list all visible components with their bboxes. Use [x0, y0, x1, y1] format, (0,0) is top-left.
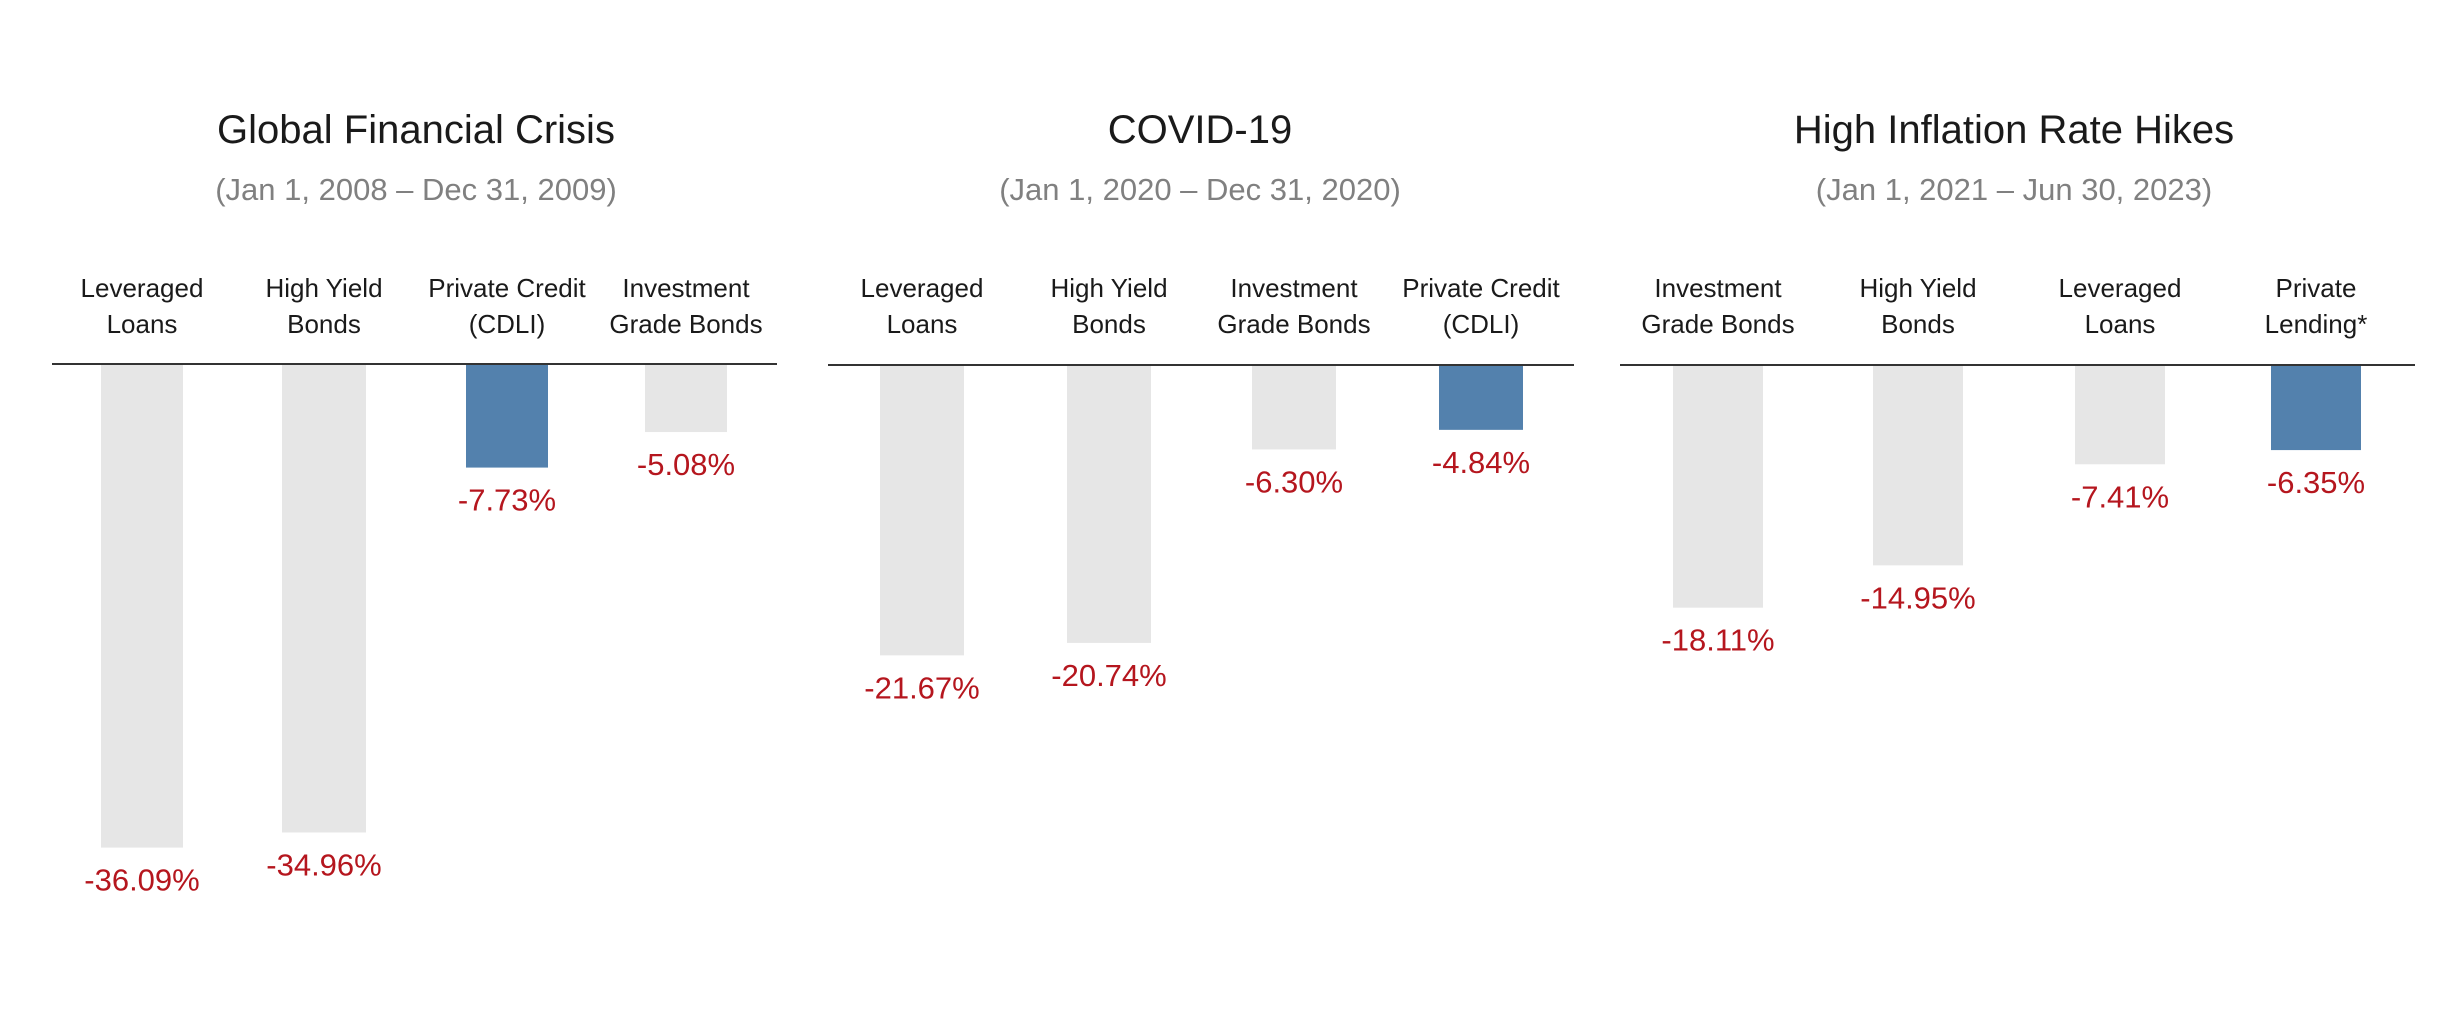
category-label: Investment Grade Bonds — [1217, 273, 1370, 339]
value-label: -7.41% — [2071, 479, 2169, 514]
bar-highlight — [466, 364, 548, 468]
bar — [2075, 365, 2165, 465]
category-label: Investment Grade Bonds — [609, 273, 762, 339]
category-label: High Yield Bonds — [1050, 273, 1167, 339]
bar — [1873, 365, 1963, 566]
bar — [1067, 365, 1151, 643]
chart-panel-1: Global Financial Crisis (Jan 1, 2008 – De… — [52, 108, 777, 898]
category-label: High Yield Bonds — [1859, 273, 1976, 339]
chart-title: High Inflation Rate Hikes — [1794, 108, 2234, 152]
bar — [282, 364, 366, 833]
category-label: Leveraged Loans — [2059, 273, 2182, 339]
bar — [645, 364, 727, 433]
chart-subtitle: (Jan 1, 2008 – Dec 31, 2009) — [215, 172, 617, 207]
value-label: -6.35% — [2267, 465, 2365, 500]
chart-subtitle: (Jan 1, 2021 – Jun 30, 2023) — [1816, 172, 2212, 207]
category-label: Private Credit (CDLI) — [1402, 273, 1560, 339]
chart-title: COVID-19 — [1108, 108, 1293, 152]
category-label: High Yield Bonds — [265, 273, 382, 339]
bar — [1252, 365, 1336, 450]
chart-title: Global Financial Crisis — [217, 108, 615, 152]
value-label: -36.09% — [84, 863, 199, 898]
bar — [880, 365, 964, 656]
category-label: Leveraged Loans — [81, 273, 204, 339]
value-label: -21.67% — [864, 670, 979, 705]
bar — [101, 364, 183, 848]
chart-panel-3: High Inflation Rate Hikes (Jan 1, 2021 – … — [1620, 108, 2415, 658]
chart-subtitle: (Jan 1, 2020 – Dec 31, 2020) — [999, 172, 1401, 207]
bar — [1673, 365, 1763, 608]
value-label: -14.95% — [1860, 580, 1975, 615]
value-label: -7.73% — [458, 483, 556, 518]
bar-highlight — [1439, 365, 1523, 430]
value-label: -20.74% — [1051, 658, 1166, 693]
chart-panel-2: COVID-19 (Jan 1, 2020 – Dec 31, 2020) Leve… — [828, 108, 1574, 705]
bar-highlight — [2271, 365, 2361, 451]
value-label: -5.08% — [637, 447, 735, 482]
category-label: Private Credit (CDLI) — [428, 273, 586, 339]
value-label: -34.96% — [266, 847, 381, 882]
category-label: Leveraged Loans — [861, 273, 984, 339]
category-label: Private Lending* — [2265, 273, 2368, 339]
value-label: -18.11% — [1661, 623, 1774, 658]
category-label: Investment Grade Bonds — [1641, 273, 1794, 339]
value-label: -6.30% — [1245, 464, 1343, 499]
value-label: -4.84% — [1432, 445, 1530, 480]
